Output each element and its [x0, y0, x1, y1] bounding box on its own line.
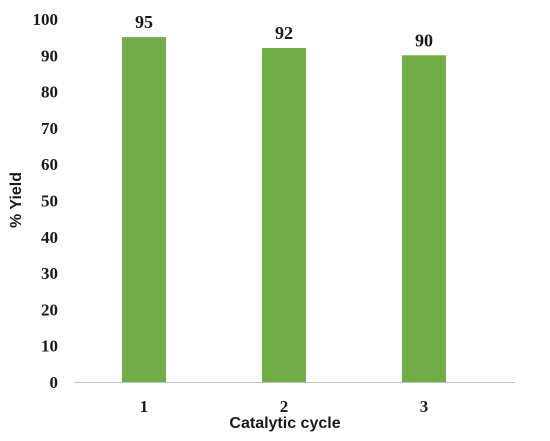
x-tick-label: 2: [280, 397, 289, 416]
bar-cycle-3: [402, 55, 446, 383]
x-axis-title: Catalytic cycle: [229, 415, 340, 432]
y-tick-label: 0: [50, 373, 59, 392]
bars: [122, 37, 446, 383]
y-tick-label: 40: [41, 228, 58, 247]
data-label-cycle-1: 95: [135, 12, 153, 32]
data-label-cycle-3: 90: [415, 30, 433, 50]
y-tick-label: 20: [41, 300, 58, 319]
y-tick-label: 100: [33, 10, 59, 29]
bar-cycle-1: [122, 37, 166, 383]
y-tick-label: 70: [41, 119, 58, 138]
y-tick-label: 10: [41, 337, 58, 356]
y-tick-label: 50: [41, 192, 58, 211]
y-tick-label: 80: [41, 83, 58, 102]
data-label-cycle-2: 92: [275, 23, 293, 43]
x-tick-label: 3: [420, 397, 429, 416]
data-labels: 95 92 90: [135, 12, 433, 50]
x-tick-label: 1: [140, 397, 149, 416]
y-tick-label: 30: [41, 264, 58, 283]
y-axis-ticks: 0 10 20 30 40 50 60 70 80 90 100: [33, 10, 59, 392]
y-tick-label: 60: [41, 155, 58, 174]
y-tick-label: 90: [41, 46, 58, 65]
bar-cycle-2: [262, 48, 306, 382]
y-axis-title: % Yield: [8, 172, 25, 228]
x-axis-ticks: 1 2 3: [140, 397, 429, 416]
